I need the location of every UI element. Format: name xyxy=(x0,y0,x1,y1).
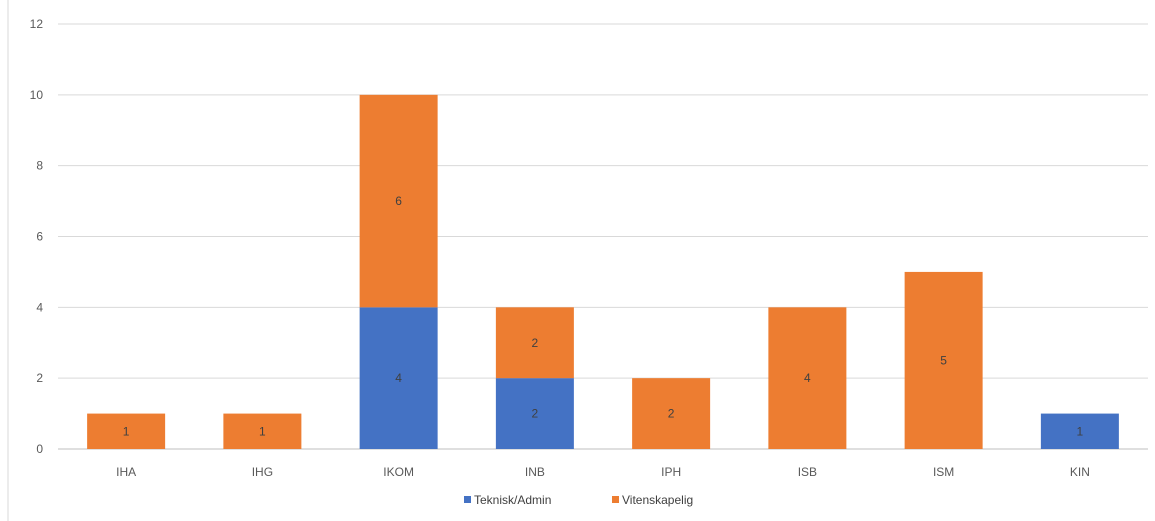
data-label: 5 xyxy=(940,353,947,367)
x-tick-label: IPH xyxy=(661,465,681,479)
gridlines xyxy=(58,23,1148,450)
legend-swatch xyxy=(612,496,619,503)
bar-ism-vitenskapelig xyxy=(904,271,983,449)
y-tick-label: 0 xyxy=(36,442,43,456)
y-tick-label: 12 xyxy=(30,17,44,31)
x-axis: IHA IHG IKOM INB IPH ISB ISM KIN xyxy=(116,465,1090,479)
legend: Teknisk/Admin Vitenskapelig xyxy=(464,493,693,507)
data-label: 1 xyxy=(123,424,130,438)
x-tick-label: ISB xyxy=(798,465,817,479)
y-axis: 0 2 4 6 8 10 12 xyxy=(30,17,44,456)
x-tick-label: IHA xyxy=(116,465,136,479)
bar-iha-vitenskapelig xyxy=(87,413,166,449)
legend-label: Vitenskapelig xyxy=(622,493,693,507)
bar-ikom-vitenskapelig xyxy=(359,94,438,308)
data-label: 6 xyxy=(395,194,402,208)
data-label: 4 xyxy=(804,371,811,385)
bar-inb-teknisk-admin xyxy=(495,378,574,449)
y-tick-label: 2 xyxy=(36,371,43,385)
y-tick-label: 4 xyxy=(36,300,43,314)
bars xyxy=(87,94,1119,449)
x-tick-label: KIN xyxy=(1070,465,1090,479)
x-tick-label: IKOM xyxy=(383,465,414,479)
legend-label: Teknisk/Admin xyxy=(474,493,551,507)
data-label: 1 xyxy=(259,424,266,438)
bar-kin-teknisk-admin xyxy=(1040,413,1119,449)
data-label: 2 xyxy=(532,407,539,421)
bar-ihg-vitenskapelig xyxy=(223,413,302,449)
x-tick-label: IHG xyxy=(252,465,273,479)
y-tick-label: 6 xyxy=(36,230,43,244)
data-label: 2 xyxy=(668,407,675,421)
data-label: 1 xyxy=(1077,424,1084,438)
data-labels: 1 1 4 6 2 2 2 4 5 1 xyxy=(123,194,1084,438)
bar-ikom-teknisk-admin xyxy=(359,307,438,449)
bar-isb-vitenskapelig xyxy=(768,307,847,449)
data-label: 2 xyxy=(532,336,539,350)
x-tick-label: ISM xyxy=(933,465,954,479)
y-tick-label: 10 xyxy=(30,88,44,102)
y-tick-label: 8 xyxy=(36,159,43,173)
data-label: 4 xyxy=(395,371,402,385)
bar-iph-vitenskapelig xyxy=(632,378,711,449)
x-tick-label: INB xyxy=(525,465,545,479)
legend-swatch xyxy=(464,496,471,503)
bar-inb-vitenskapelig xyxy=(495,307,574,379)
